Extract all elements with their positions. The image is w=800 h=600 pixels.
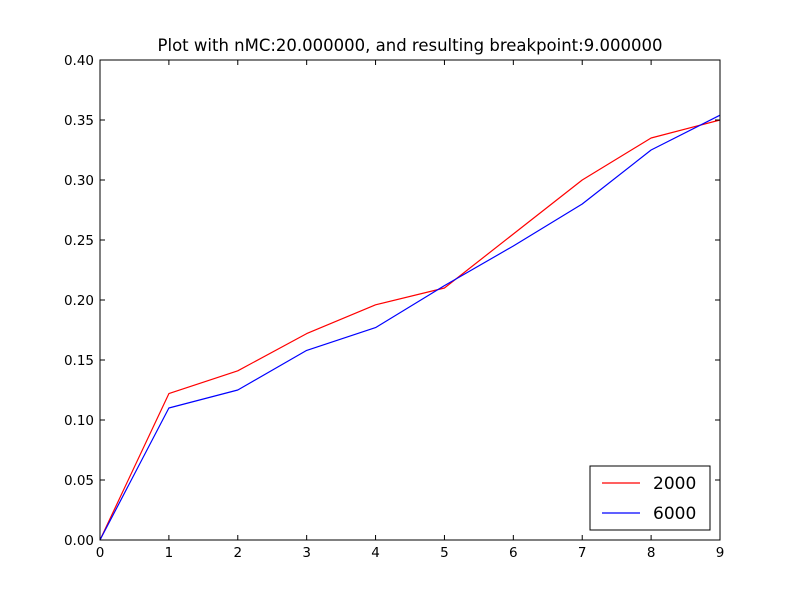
legend-box xyxy=(589,465,711,531)
y-tick-label: 0.05 xyxy=(64,473,94,489)
y-tick-label: 0.25 xyxy=(64,233,94,249)
chart-title: Plot with nMC:20.000000, and resulting b… xyxy=(158,36,663,55)
y-tick-label: 0.30 xyxy=(64,173,94,189)
y-tick-label: 0.20 xyxy=(64,293,94,309)
y-tick-label: 0.10 xyxy=(64,413,94,429)
x-tick-label: 3 xyxy=(302,545,311,561)
x-tick-label: 8 xyxy=(647,545,656,561)
x-tick-label: 2 xyxy=(233,545,242,561)
y-tick-label: 0.35 xyxy=(64,113,94,129)
x-tick-label: 6 xyxy=(509,545,518,561)
x-tick-label: 4 xyxy=(371,545,380,561)
x-tick-label: 0 xyxy=(96,545,105,561)
series-line-2000 xyxy=(99,119,721,541)
legend: 2000 6000 xyxy=(589,465,711,531)
y-tick-label: 0.15 xyxy=(64,353,94,369)
y-tick-label: 0.00 xyxy=(64,533,94,549)
x-tick-label: 9 xyxy=(716,545,725,561)
y-axis: 0.00 0.05 0.10 0.15 0.20 0.25 0.30 0.35 0.40 xyxy=(64,53,720,549)
series-line-6000 xyxy=(99,114,721,541)
x-tick-label: 5 xyxy=(440,545,449,561)
series-lines xyxy=(99,114,721,541)
x-axis: 0 1 2 3 4 5 6 7 8 9 xyxy=(96,60,725,561)
y-tick-label: 0.40 xyxy=(64,53,94,69)
legend-label-6000: 6000 xyxy=(653,504,696,524)
legend-label-2000: 2000 xyxy=(653,474,696,494)
x-tick-label: 7 xyxy=(578,545,587,561)
x-tick-label: 1 xyxy=(165,545,174,561)
